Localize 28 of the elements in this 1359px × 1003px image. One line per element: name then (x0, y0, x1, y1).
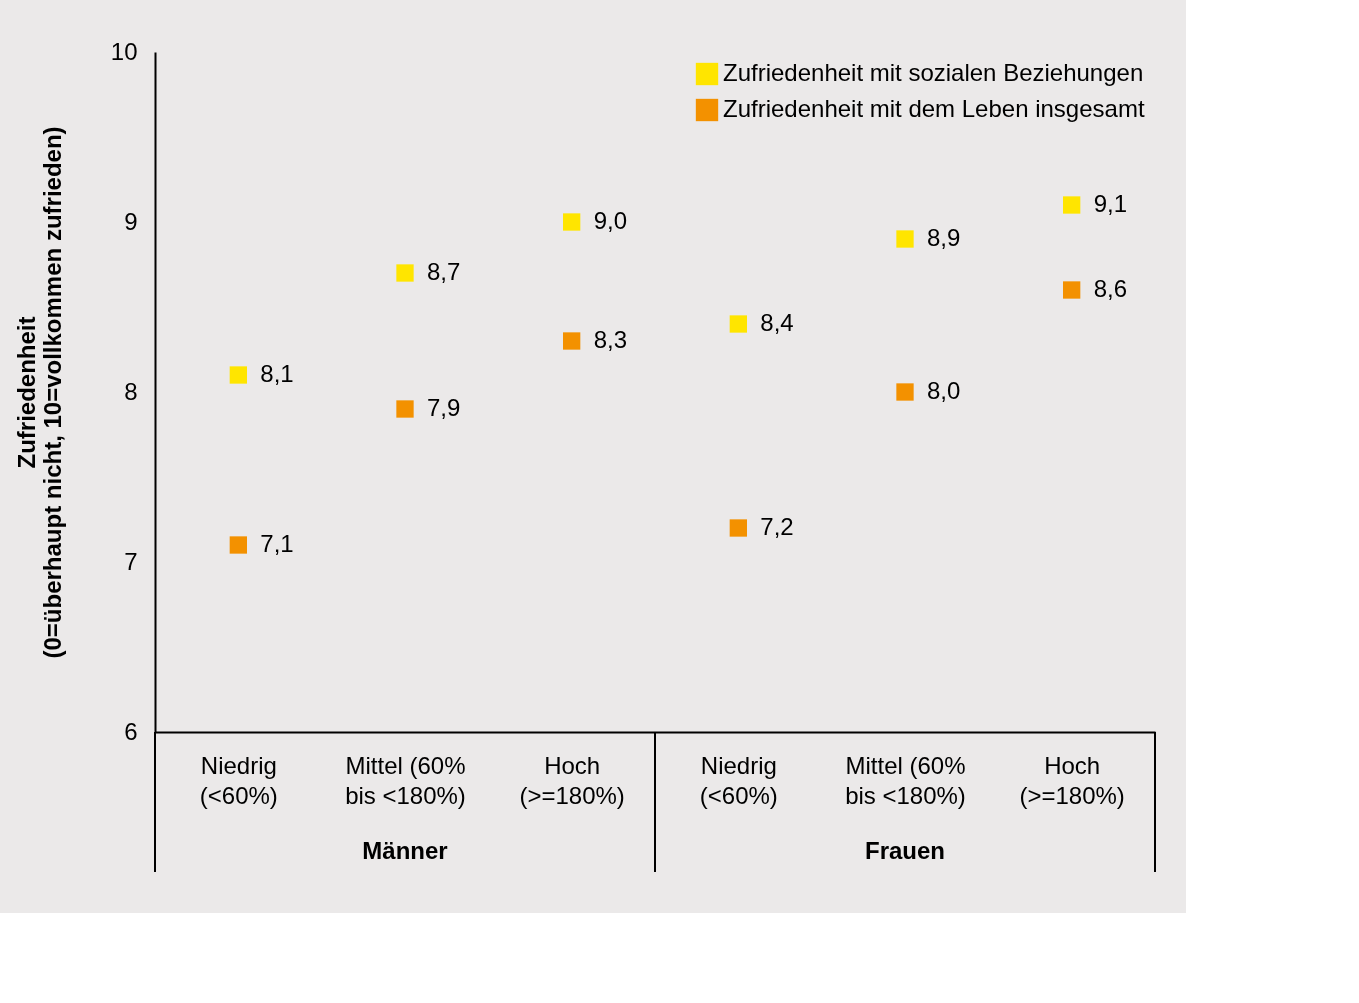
data-label: 8,3 (593, 326, 628, 353)
text: Männer (362, 837, 448, 864)
data-label: 8,4 (760, 309, 794, 336)
x-tick-label: Mittel (60% bis <180%) (845, 751, 966, 809)
data-label: 8,6 (1093, 275, 1128, 302)
data-label: 8,9 (927, 224, 961, 251)
data-label: 8,0 (927, 377, 961, 404)
data-label: 7,1 (260, 530, 294, 557)
x-tick-label: Hoch (>=180%) (1019, 751, 1125, 809)
data-label: 9,1 (1093, 190, 1128, 217)
data-label: 9,0 (593, 207, 628, 234)
text: Frauen (864, 837, 946, 864)
data-label: 8,1 (260, 360, 294, 387)
data-label: 7,9 (427, 394, 461, 421)
y-axis-title: Zufriedenheit (0=überhaupt nicht, 10=vollkommen zufrieden) (12, 126, 66, 659)
y-tick-label: 8 (124, 377, 138, 405)
y-tick-label: 9 (124, 207, 138, 235)
x-tick-label: Hoch (>=180%) (519, 751, 625, 809)
x-tick-label: Niedrig (<60%) (199, 751, 278, 809)
data-label: 8,7 (427, 258, 461, 285)
y-tick-label: 10 (110, 37, 138, 65)
data-label: 7,2 (760, 513, 794, 540)
y-tick-label: 6 (124, 717, 138, 745)
x-tick-label: Niedrig (<60%) (699, 751, 778, 809)
y-tick-label: 7 (124, 547, 138, 575)
legend-label: Zufriedenheit mit sozialen Beziehungen (723, 59, 1144, 86)
x-tick-label: Mittel (60% bis <180%) (345, 751, 466, 809)
legend-label: Zufriedenheit mit dem Leben insgesamt (723, 95, 1145, 122)
